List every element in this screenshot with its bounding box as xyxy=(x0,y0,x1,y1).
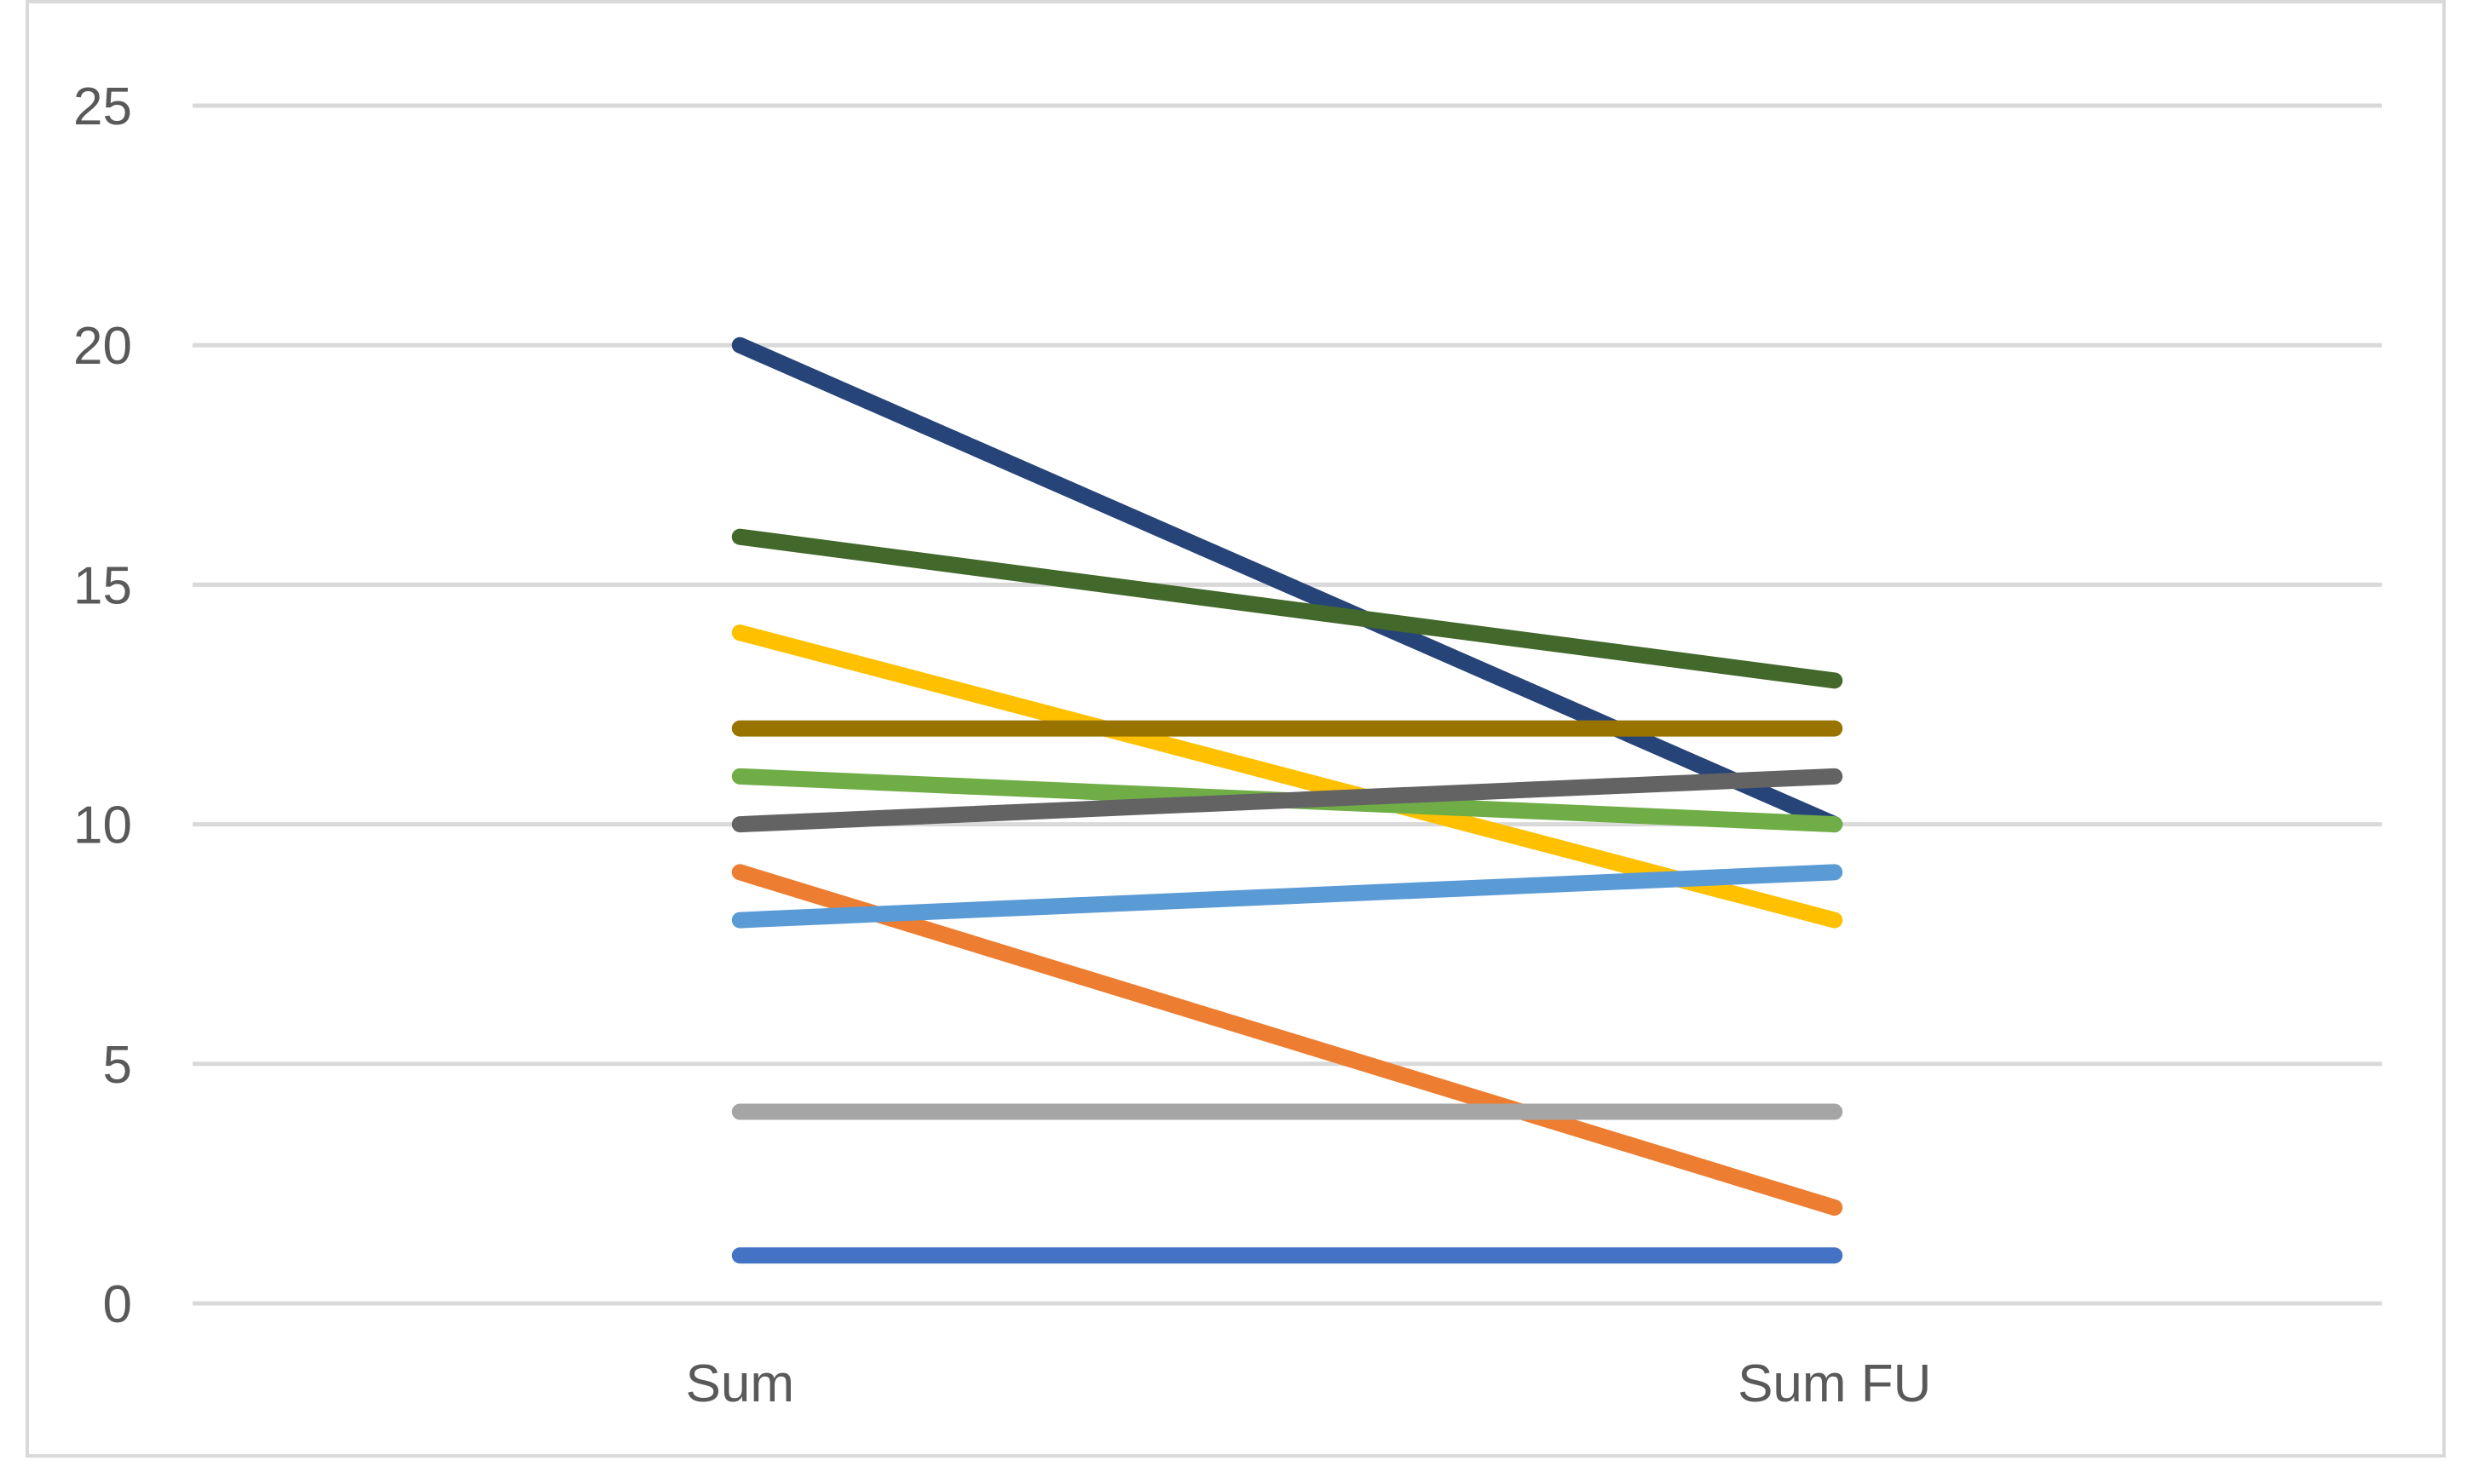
y-tick-label-10: 10 xyxy=(73,797,132,855)
series-line-2 xyxy=(731,528,1843,689)
gridlines xyxy=(193,103,2382,1306)
y-tick-label-25: 25 xyxy=(73,78,132,136)
x-tick-label-2: Sum FU xyxy=(1738,1355,1931,1413)
x-axis-tick-labels: Sum Sum FU xyxy=(686,1355,1932,1413)
y-axis-tick-labels: 0 5 10 15 20 25 xyxy=(73,78,132,1334)
y-tick-label-20: 20 xyxy=(73,317,132,376)
series-lines xyxy=(731,336,1843,1264)
y-tick-label-0: 0 xyxy=(103,1275,132,1334)
series-line-1 xyxy=(731,336,1843,833)
series-line-7 xyxy=(731,864,1843,1217)
y-tick-label-5: 5 xyxy=(103,1036,132,1095)
x-tick-label-1: Sum xyxy=(686,1355,794,1413)
series-line-8 xyxy=(731,864,1843,929)
y-tick-label-15: 15 xyxy=(73,556,132,615)
series-line-6 xyxy=(731,768,1843,833)
